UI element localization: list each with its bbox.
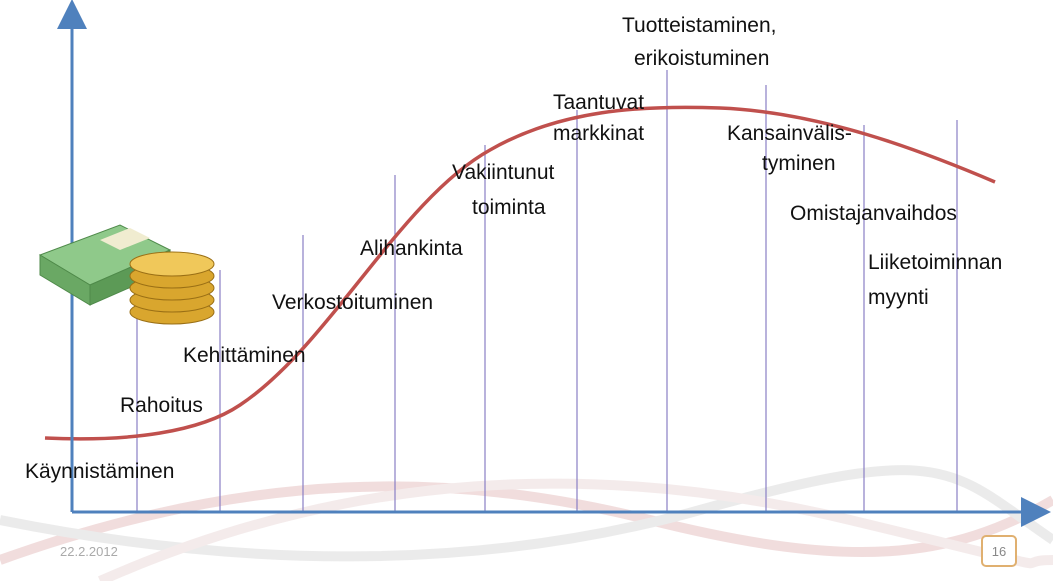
stage-label: erikoistuminen [634,47,769,70]
money-icon [40,225,214,324]
slide: Käynnistäminen Rahoitus Kehittäminen Ver… [0,0,1053,581]
stage-label: Verkostoituminen [272,291,433,314]
stage-label: Vakiintunut [452,161,555,184]
stage-label: Kansainvälis- [727,122,852,145]
page-number: 16 [992,544,1006,559]
stage-label: Omistajanvaihdos [790,202,957,225]
stage-label: Käynnistäminen [25,460,174,483]
stage-label: Rahoitus [120,394,203,417]
stage-label: Kehittäminen [183,344,306,367]
stage-label: toiminta [472,196,546,219]
stage-label: tyminen [762,152,836,175]
stage-labels: Käynnistäminen Rahoitus Kehittäminen Ver… [25,14,1002,483]
stage-label: Taantuvat [553,91,644,114]
footer-date: 22.2.2012 [60,544,118,559]
stage-label: markkinat [553,122,644,145]
stage-label: myynti [868,286,929,309]
stage-label: Tuotteistaminen, [622,14,776,37]
stage-label: Alihankinta [360,237,463,260]
background-swoosh [0,470,1053,581]
stage-label: Liiketoiminnan [868,251,1002,274]
